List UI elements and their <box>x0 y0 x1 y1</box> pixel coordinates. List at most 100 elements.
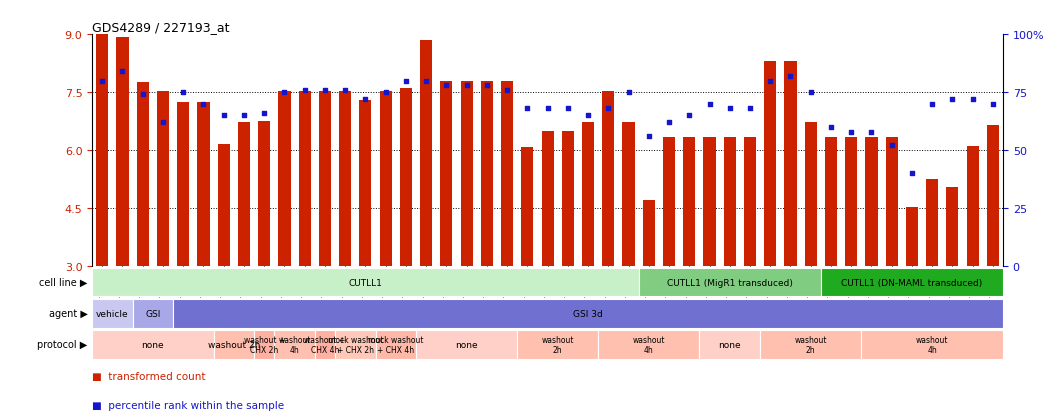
Bar <box>699 330 760 359</box>
Bar <box>315 330 335 359</box>
Bar <box>380 92 392 266</box>
Bar <box>400 89 411 266</box>
Bar <box>760 330 862 359</box>
Bar <box>335 330 376 359</box>
Point <box>175 90 192 96</box>
Point <box>337 87 354 94</box>
Point <box>216 113 232 119</box>
Text: CUTLL1: CUTLL1 <box>349 278 382 287</box>
Bar <box>966 147 979 266</box>
Text: none: none <box>141 340 164 349</box>
Bar <box>214 330 254 359</box>
Point <box>863 129 879 135</box>
Point <box>398 78 415 85</box>
Text: washout
2h: washout 2h <box>541 335 574 354</box>
Point <box>641 133 658 140</box>
Point <box>802 90 819 96</box>
Bar <box>92 299 133 328</box>
Bar <box>92 268 639 297</box>
Text: GSI: GSI <box>146 309 160 318</box>
Point <box>155 120 172 126</box>
Bar <box>805 123 817 266</box>
Text: cell line ▶: cell line ▶ <box>39 278 88 287</box>
Text: washout +
CHX 2h: washout + CHX 2h <box>244 335 285 354</box>
Bar <box>376 330 416 359</box>
Bar <box>254 330 274 359</box>
Point <box>681 113 697 119</box>
Point <box>884 143 900 150</box>
Point <box>236 113 252 119</box>
Bar <box>862 330 1003 359</box>
Bar <box>623 123 634 266</box>
Point <box>94 78 111 85</box>
Bar <box>116 38 129 266</box>
Text: none: none <box>455 340 477 349</box>
Bar <box>602 92 615 266</box>
Point <box>134 92 151 99</box>
Bar <box>598 330 699 359</box>
Point <box>823 124 840 131</box>
Text: mock washout
+ CHX 2h: mock washout + CHX 2h <box>328 335 383 354</box>
Bar <box>339 92 351 266</box>
Text: washout
2h: washout 2h <box>795 335 827 354</box>
Bar <box>177 102 190 266</box>
Bar <box>684 137 695 266</box>
Point <box>600 106 617 112</box>
Bar <box>279 92 290 266</box>
Bar <box>845 137 857 266</box>
Bar <box>259 122 270 266</box>
Point <box>114 69 131 76</box>
Bar <box>906 208 918 266</box>
Bar <box>541 131 554 266</box>
Bar <box>521 148 533 266</box>
Bar <box>704 137 715 266</box>
Point <box>964 97 981 103</box>
Bar <box>416 330 517 359</box>
Point <box>459 83 475 89</box>
Bar <box>319 92 331 266</box>
Bar <box>866 137 877 266</box>
Point <box>580 113 597 119</box>
Point <box>782 74 799 80</box>
Bar <box>987 126 999 266</box>
Point <box>721 106 738 112</box>
Text: GSI 3d: GSI 3d <box>573 309 603 318</box>
Text: agent ▶: agent ▶ <box>49 309 88 318</box>
Point <box>519 106 536 112</box>
Point <box>843 129 860 135</box>
Bar <box>821 268 1003 297</box>
Bar <box>663 137 675 266</box>
Point <box>944 97 961 103</box>
Bar <box>886 137 897 266</box>
Point <box>438 83 454 89</box>
Bar <box>502 81 513 266</box>
Text: ■  transformed count: ■ transformed count <box>92 371 205 381</box>
Bar <box>157 92 169 266</box>
Bar <box>582 123 594 266</box>
Bar <box>927 180 938 266</box>
Bar <box>238 123 250 266</box>
Text: GDS4289 / 227193_at: GDS4289 / 227193_at <box>92 21 229 34</box>
Bar <box>784 62 797 266</box>
Bar <box>481 81 493 266</box>
Point <box>195 101 211 108</box>
Bar <box>744 137 756 266</box>
Point <box>539 106 556 112</box>
Bar <box>441 81 452 266</box>
Bar <box>92 330 214 359</box>
Text: washout
4h: washout 4h <box>916 335 949 354</box>
Bar <box>137 83 149 266</box>
Point <box>701 101 718 108</box>
Point <box>316 87 333 94</box>
Bar <box>133 299 173 328</box>
Point <box>661 120 677 126</box>
Bar <box>723 137 736 266</box>
Point <box>478 83 495 89</box>
Bar <box>825 137 837 266</box>
Point <box>276 90 293 96</box>
Point <box>377 90 394 96</box>
Point <box>620 90 637 96</box>
Text: CUTLL1 (DN-MAML transduced): CUTLL1 (DN-MAML transduced) <box>842 278 982 287</box>
Bar <box>359 101 372 266</box>
Point <box>559 106 576 112</box>
